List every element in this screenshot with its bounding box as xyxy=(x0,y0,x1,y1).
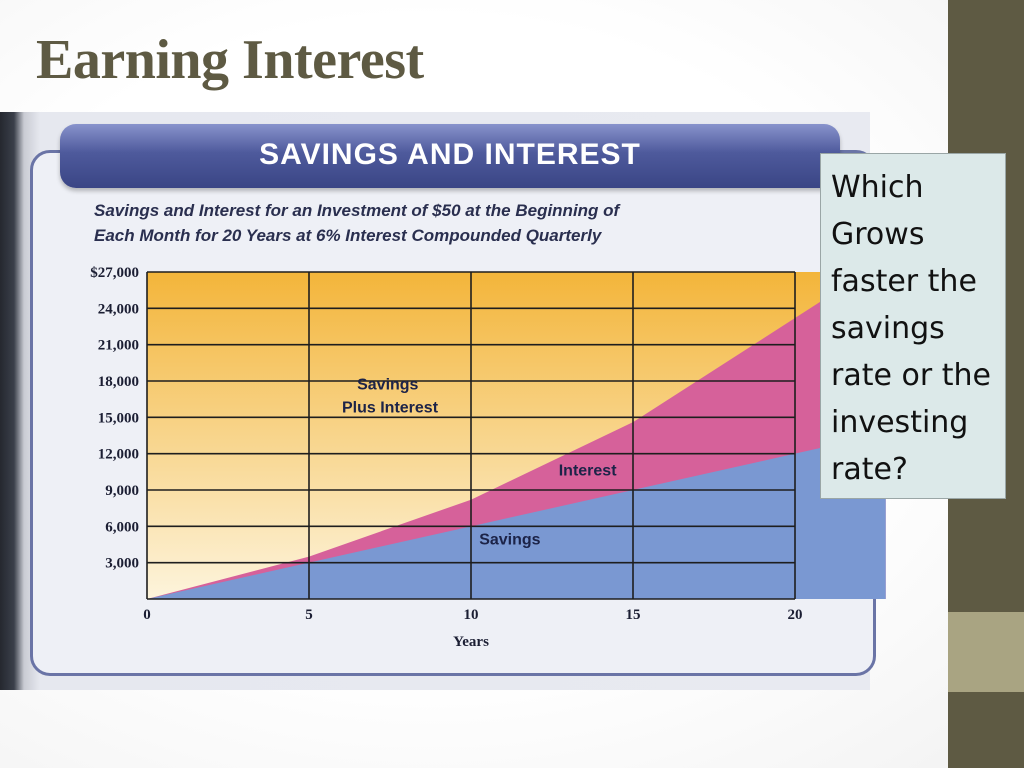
y-tick-label: 3,000 xyxy=(105,556,139,572)
y-tick-label: 24,000 xyxy=(98,301,139,317)
y-tick-label: 9,000 xyxy=(105,483,139,499)
x-axis-label: Years xyxy=(453,634,489,650)
chart-banner: SAVINGS AND INTEREST xyxy=(60,124,840,188)
savings-plus-interest-label: Savings Plus Interest xyxy=(342,376,439,416)
question-callout: Which Grows faster the savings rate or t… xyxy=(820,153,1006,499)
chart-subtitle: Savings and Interest for an Investment o… xyxy=(94,198,794,248)
y-tick-label: 18,000 xyxy=(98,374,139,390)
y-tick-label: 21,000 xyxy=(98,338,139,354)
side-bar-accent xyxy=(948,612,1024,692)
y-tick-label: 12,000 xyxy=(98,447,139,463)
side-bar-bottom xyxy=(948,692,1024,768)
x-tick-label: 15 xyxy=(626,607,641,623)
savings-label: Savings xyxy=(479,532,540,549)
x-tick-label: 20 xyxy=(788,607,803,623)
x-axis-ticks: 0 5 10 15 20 xyxy=(143,607,802,623)
chart-subtitle-line-2: Each Month for 20 Years at 6% Interest C… xyxy=(94,226,602,245)
chart-subtitle-line-1: Savings and Interest for an Investment o… xyxy=(94,201,620,220)
savings-plus-interest-label-line-1: Savings xyxy=(357,376,418,393)
savings-plus-interest-label-line-2: Plus Interest xyxy=(342,399,439,416)
x-tick-label: 0 xyxy=(143,607,151,623)
y-tick-label: $27,000 xyxy=(90,265,139,281)
y-tick-label: 6,000 xyxy=(105,519,139,535)
grid-lines xyxy=(146,271,796,600)
savings-area xyxy=(147,433,886,599)
chart-title: SAVINGS AND INTEREST xyxy=(259,138,641,171)
y-axis-ticks: 3,000 6,000 9,000 12,000 15,000 18,000 21,000 2… xyxy=(90,265,139,572)
y-tick-label: 15,000 xyxy=(98,410,139,426)
x-tick-label: 5 xyxy=(305,607,313,623)
x-tick-label: 10 xyxy=(464,607,479,623)
slide-title: Earning Interest xyxy=(36,29,424,91)
interest-label: Interest xyxy=(559,462,617,479)
